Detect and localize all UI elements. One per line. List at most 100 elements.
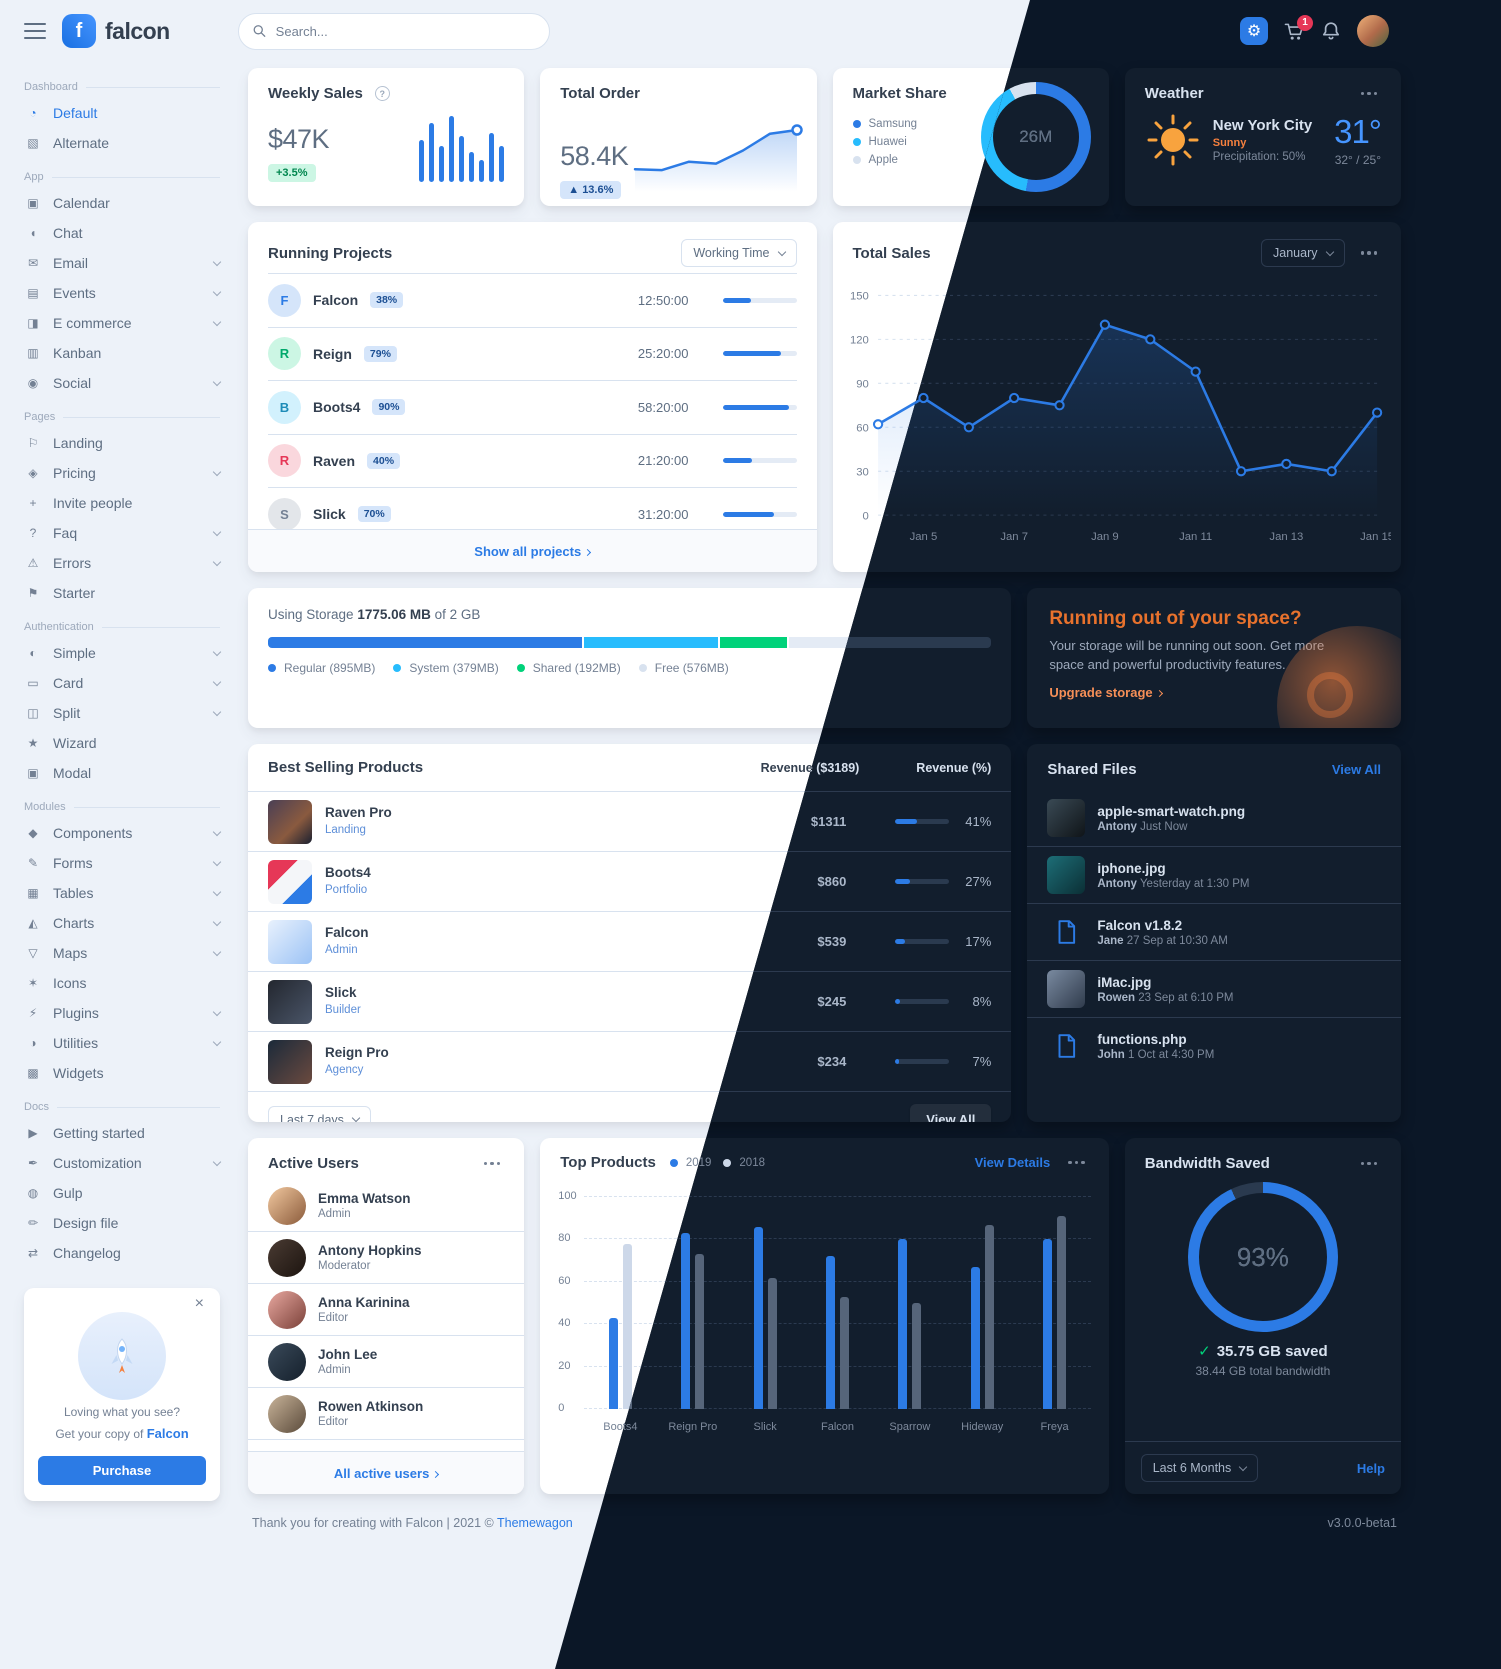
- list-item[interactable]: Anna Karinina Editor: [248, 1284, 525, 1336]
- file-name[interactable]: iMac.jpg: [1097, 974, 1152, 990]
- sidebar-item[interactable]: ◫ Split: [24, 698, 222, 728]
- user-name[interactable]: John Lee: [318, 1347, 378, 1362]
- sidebar-item[interactable]: ◭ Charts: [24, 908, 222, 938]
- sidebar-item[interactable]: ▤ Events: [24, 278, 222, 308]
- sidebar-item[interactable]: ⚠ Errors: [24, 548, 222, 578]
- sidebar-item[interactable]: ◔ Default: [24, 98, 220, 128]
- file-name[interactable]: iphone.jpg: [1097, 860, 1166, 876]
- sidebar-item[interactable]: ◑ Utilities: [24, 1028, 222, 1058]
- project-row[interactable]: B Boots4 90% 58:20:00: [268, 380, 797, 434]
- sidebar-item[interactable]: ▦ Tables: [24, 878, 222, 908]
- view-details-link[interactable]: View Details: [974, 1155, 1051, 1170]
- show-all-projects-link[interactable]: Show all projects: [474, 544, 592, 559]
- purchase-button[interactable]: Purchase: [38, 1456, 206, 1486]
- help-link[interactable]: Help: [1356, 1460, 1385, 1476]
- sidebar-item[interactable]: ▣ Modal: [24, 758, 220, 788]
- sidebar-item[interactable]: ✎ Forms: [24, 848, 222, 878]
- sidebar-item[interactable]: ✉ Email: [24, 248, 222, 278]
- sidebar-item[interactable]: ▥ Kanban: [24, 338, 220, 368]
- user-name[interactable]: Antony Hopkins: [318, 1243, 422, 1258]
- sidebar-item[interactable]: ? Faq: [24, 518, 222, 548]
- product-name[interactable]: Boots4: [325, 865, 371, 880]
- product-category[interactable]: Portfolio: [325, 884, 368, 896]
- close-icon[interactable]: ×: [189, 1294, 210, 1314]
- list-item[interactable]: apple-smart-watch.png Antony Just Now: [1027, 790, 1401, 847]
- file-name[interactable]: apple-smart-watch.png: [1097, 803, 1246, 819]
- sidebar-item[interactable]: ▣ Calendar: [24, 188, 220, 218]
- list-item[interactable]: iMac.jpg Rowen 23 Sep at 6:10 PM: [1027, 961, 1401, 1018]
- sidebar-item[interactable]: ⇄ Changelog: [24, 1238, 220, 1268]
- list-item[interactable]: functions.php John 1 Oct at 4:30 PM: [1027, 1018, 1401, 1074]
- view-all-button[interactable]: View All: [910, 1104, 992, 1122]
- list-item[interactable]: iphone.jpg Antony Yesterday at 1:30 PM: [1027, 847, 1401, 904]
- working-time-select[interactable]: Working Time: [681, 239, 797, 267]
- sidebar-item[interactable]: ◨ E commerce: [24, 308, 222, 338]
- table-row[interactable]: Raven Pro Landing $1311 41%: [248, 792, 1012, 852]
- product-category[interactable]: Admin: [325, 944, 358, 956]
- themewagon-link[interactable]: Themewagon: [497, 1516, 573, 1530]
- product-name[interactable]: Reign Pro: [325, 1045, 389, 1060]
- month-select[interactable]: January: [1261, 239, 1345, 267]
- card-menu-button[interactable]: [1357, 88, 1382, 100]
- product-category[interactable]: Landing: [325, 824, 366, 836]
- sidebar-item[interactable]: ◉ Social: [24, 368, 222, 398]
- table-row[interactable]: Falcon Admin $539 17%: [248, 912, 1012, 972]
- sidebar-item[interactable]: ▽ Maps: [24, 938, 222, 968]
- upgrade-storage-link[interactable]: Upgrade storage: [1049, 685, 1163, 700]
- file-name[interactable]: Falcon v1.8.2: [1097, 917, 1183, 933]
- sidebar-item[interactable]: ✏ Design file: [24, 1208, 220, 1238]
- product-category[interactable]: Builder: [325, 1004, 361, 1016]
- card-menu-button[interactable]: [480, 1158, 505, 1170]
- sidebar-item[interactable]: ▩ Widgets: [24, 1058, 220, 1088]
- all-active-users-link[interactable]: All active users: [334, 1466, 440, 1481]
- sidebar-item[interactable]: ⚡ Plugins: [24, 998, 222, 1028]
- list-item[interactable]: Antony Hopkins Moderator: [248, 1232, 525, 1284]
- view-all-link[interactable]: View All: [1331, 762, 1381, 777]
- project-row[interactable]: F Falcon 38% 12:50:00: [268, 273, 797, 327]
- sidebar-item[interactable]: ✒ Customization: [24, 1148, 222, 1178]
- file-name[interactable]: functions.php: [1097, 1031, 1187, 1047]
- hamburger-menu-button[interactable]: [24, 23, 46, 39]
- sidebar-item[interactable]: + Invite people: [24, 488, 220, 518]
- product-name[interactable]: Raven Pro: [325, 805, 392, 820]
- list-item[interactable]: Rowen Atkinson Editor: [248, 1388, 525, 1440]
- table-row[interactable]: Reign Pro Agency $234 7%: [248, 1032, 1012, 1092]
- brand-logo[interactable]: f falcon: [62, 14, 170, 48]
- product-name[interactable]: Falcon: [325, 925, 369, 940]
- project-row[interactable]: R Raven 40% 21:20:00: [268, 433, 797, 488]
- info-icon[interactable]: ?: [374, 86, 390, 101]
- list-item[interactable]: Emma Watson Admin: [248, 1180, 525, 1232]
- sidebar-item[interactable]: ◖ Chat: [24, 218, 220, 248]
- sidebar-item[interactable]: ◈ Pricing: [24, 458, 222, 488]
- list-item[interactable]: John Lee Admin: [248, 1336, 525, 1388]
- falcon-link[interactable]: Falcon: [146, 1426, 189, 1442]
- user-name[interactable]: Emma Watson: [318, 1191, 411, 1206]
- sidebar-item[interactable]: ✶ Icons: [24, 968, 220, 998]
- product-category[interactable]: Agency: [325, 1064, 364, 1076]
- sidebar-item[interactable]: ◆ Components: [24, 818, 222, 848]
- table-row[interactable]: Boots4 Portfolio $860 27%: [248, 852, 1012, 912]
- sidebar-item[interactable]: ★ Wizard: [24, 728, 220, 758]
- list-item[interactable]: Falcon v1.8.2 Jane 27 Sep at 10:30 AM: [1027, 904, 1401, 961]
- product-name[interactable]: Slick: [325, 985, 357, 1000]
- date-range-select[interactable]: Last 7 days: [268, 1105, 371, 1122]
- sidebar-item[interactable]: ◐ Simple: [24, 638, 222, 668]
- sidebar-item[interactable]: ⚑ Starter: [24, 578, 220, 608]
- sidebar-item[interactable]: ◍ Gulp: [24, 1178, 220, 1208]
- sidebar-item[interactable]: ▶ Getting started: [24, 1118, 220, 1148]
- cart-button[interactable]: 1: [1284, 14, 1313, 41]
- settings-gear-button[interactable]: ⚙: [1240, 17, 1268, 45]
- project-row[interactable]: R Reign 79% 25:20:00: [268, 326, 797, 381]
- sidebar-item[interactable]: ▭ Card: [24, 668, 222, 698]
- card-menu-button[interactable]: [1357, 1158, 1382, 1170]
- user-name[interactable]: Anna Karinina: [318, 1295, 410, 1310]
- notifications-button[interactable]: [1321, 21, 1341, 41]
- card-menu-button[interactable]: [1064, 1157, 1089, 1169]
- sidebar-item[interactable]: ⚐ Landing: [24, 428, 220, 458]
- user-name[interactable]: Rowen Atkinson: [318, 1399, 424, 1414]
- time-range-select[interactable]: Last 6 Months: [1140, 1454, 1259, 1482]
- user-avatar[interactable]: [1357, 15, 1389, 47]
- search-field[interactable]: [273, 22, 535, 40]
- search-input[interactable]: [237, 12, 550, 50]
- sidebar-item[interactable]: ▧ Alternate: [24, 128, 220, 158]
